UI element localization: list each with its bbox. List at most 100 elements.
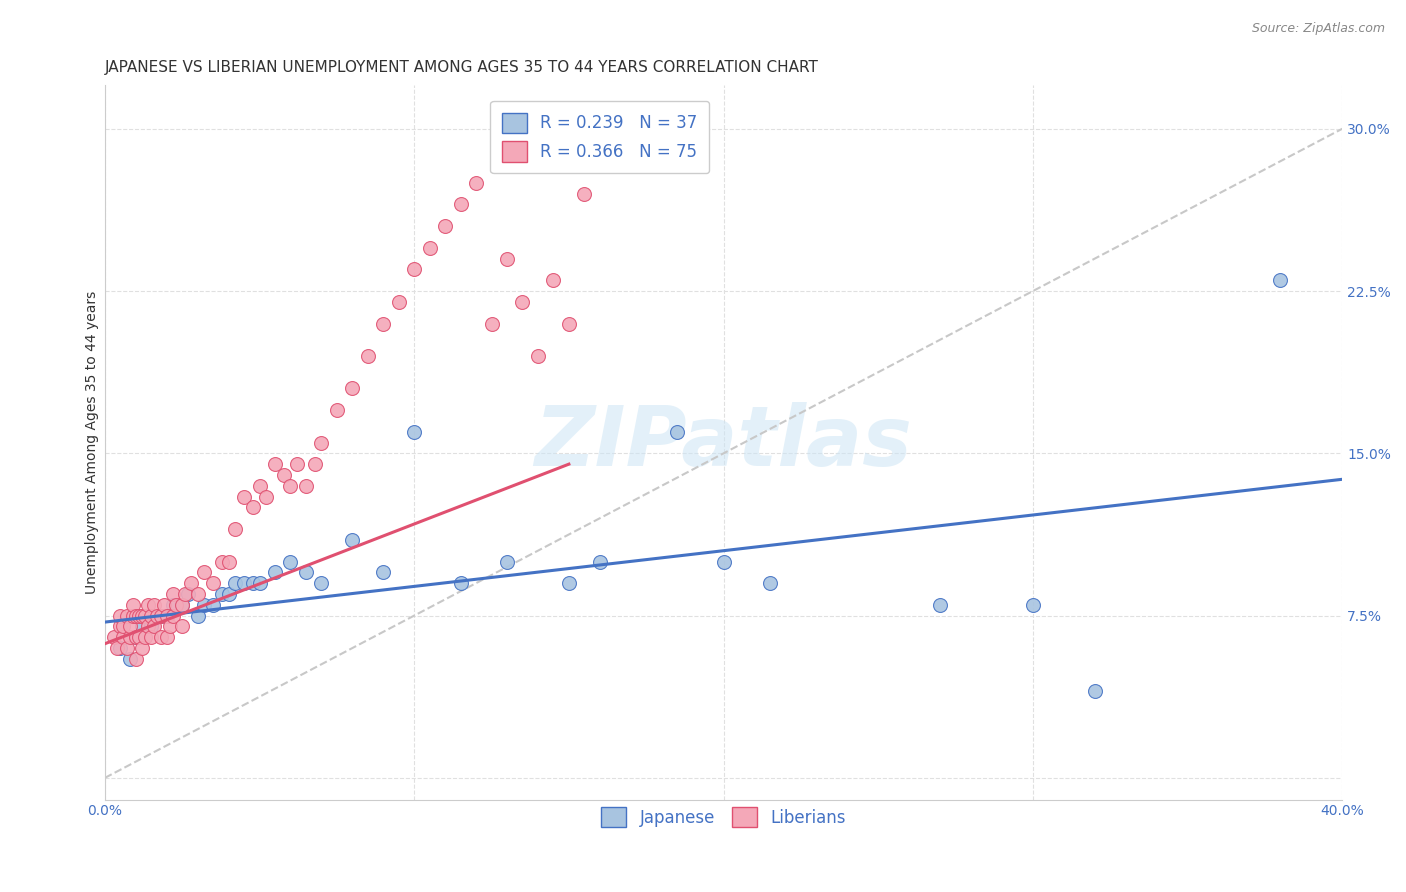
Point [125, 608, 148, 623]
Point [233, 576, 256, 591]
Point [242, 576, 264, 591]
Point [125, 630, 148, 644]
Point [110, 619, 132, 633]
Point [373, 317, 395, 331]
Point [172, 598, 194, 612]
Point [162, 587, 184, 601]
Point [254, 490, 277, 504]
Point [125, 652, 148, 666]
Point [512, 294, 534, 309]
Point [1270, 273, 1292, 287]
Point [264, 457, 287, 471]
Point [141, 608, 163, 623]
Point [273, 467, 295, 482]
Point [242, 500, 264, 515]
Point [404, 425, 426, 439]
Point [162, 608, 184, 623]
Point [187, 587, 209, 601]
Point [558, 317, 581, 331]
Point [224, 576, 246, 591]
Point [929, 598, 952, 612]
Point [218, 554, 240, 568]
Text: JAPANESE VS LIBERIAN UNEMPLOYMENT AMONG AGES 35 TO 44 YEARS CORRELATION CHART: JAPANESE VS LIBERIAN UNEMPLOYMENT AMONG … [105, 60, 818, 75]
Point [156, 608, 179, 623]
Point [357, 349, 380, 363]
Point [224, 522, 246, 536]
Point [419, 241, 441, 255]
Point [481, 317, 503, 331]
Legend: Japanese, Liberians: Japanese, Liberians [595, 800, 852, 834]
Point [172, 619, 194, 633]
Point [118, 630, 141, 644]
Point [434, 219, 457, 234]
Point [342, 533, 364, 547]
Point [149, 630, 172, 644]
Point [115, 641, 138, 656]
Point [264, 566, 287, 580]
Text: Source: ZipAtlas.com: Source: ZipAtlas.com [1251, 22, 1385, 36]
Point [404, 262, 426, 277]
Point [450, 576, 472, 591]
Point [211, 554, 233, 568]
Point [128, 630, 150, 644]
Point [165, 598, 187, 612]
Point [280, 479, 302, 493]
Point [125, 630, 148, 644]
Point [759, 576, 782, 591]
Point [326, 403, 349, 417]
Point [159, 619, 181, 633]
Point [558, 576, 581, 591]
Point [141, 619, 163, 633]
Point [180, 576, 202, 591]
Point [143, 598, 166, 612]
Point [121, 608, 143, 623]
Point [115, 608, 138, 623]
Y-axis label: Unemployment Among Ages 35 to 44 years: Unemployment Among Ages 35 to 44 years [86, 291, 100, 594]
Point [373, 566, 395, 580]
Point [174, 587, 197, 601]
Point [136, 598, 159, 612]
Point [249, 576, 271, 591]
Point [112, 619, 135, 633]
Point [496, 252, 519, 266]
Point [187, 608, 209, 623]
Point [121, 598, 143, 612]
Point [311, 435, 333, 450]
Point [249, 479, 271, 493]
Point [280, 554, 302, 568]
Point [202, 576, 225, 591]
Point [496, 554, 519, 568]
Point [149, 608, 172, 623]
Point [450, 197, 472, 211]
Point [311, 576, 333, 591]
Point [112, 630, 135, 644]
Point [295, 479, 318, 493]
Point [162, 598, 184, 612]
Point [118, 652, 141, 666]
Point [388, 294, 411, 309]
Point [103, 630, 125, 644]
Point [527, 349, 550, 363]
Point [202, 598, 225, 612]
Point [666, 425, 689, 439]
Point [589, 554, 612, 568]
Point [110, 608, 132, 623]
Point [134, 630, 156, 644]
Point [152, 598, 174, 612]
Point [211, 587, 233, 601]
Point [193, 598, 215, 612]
Point [193, 566, 215, 580]
Text: ZIPatlas: ZIPatlas [534, 402, 912, 483]
Point [136, 619, 159, 633]
Point [1022, 598, 1045, 612]
Point [465, 176, 488, 190]
Point [118, 619, 141, 633]
Point [143, 619, 166, 633]
Point [131, 619, 153, 633]
Point [156, 630, 179, 644]
Point [141, 630, 163, 644]
Point [543, 273, 565, 287]
Point [218, 587, 240, 601]
Point [177, 587, 200, 601]
Point [285, 457, 308, 471]
